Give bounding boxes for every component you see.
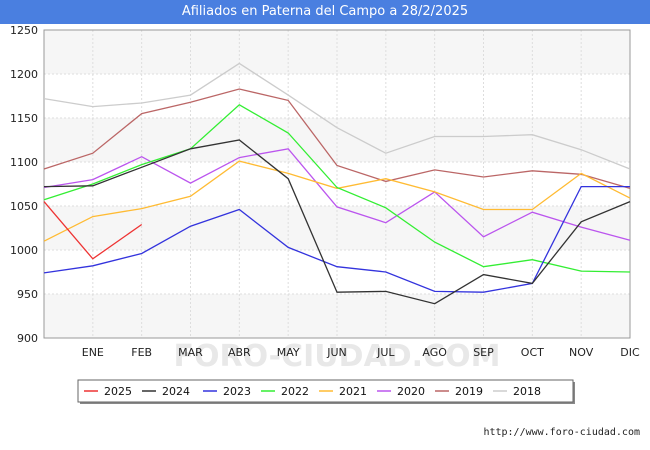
x-tick-label: MAR: [178, 346, 203, 359]
series-line-2019: [43, 88, 631, 190]
series-line-2025: [43, 201, 143, 260]
x-tick-label: DIC: [620, 346, 640, 359]
x-tick-label: ABR: [228, 346, 251, 359]
legend-label-2019: 2019: [455, 385, 483, 398]
axes: 900 950 1000 1050 1100 1150 1200 1250 ENE FEB MAR A…: [10, 24, 640, 359]
series-line-2020: [43, 148, 631, 241]
series-line-2024: [43, 139, 631, 305]
x-tick-label: MAY: [277, 346, 300, 359]
x-tick-label: OCT: [521, 346, 544, 359]
legend-label-2018: 2018: [513, 385, 541, 398]
series-line-2021: [43, 160, 631, 242]
legend: 2025 2024 2023 2022 2021 2020 2019 2018: [77, 379, 575, 404]
y-tick-label: 1200: [10, 68, 38, 81]
x-tick-label: JUN: [326, 346, 347, 359]
y-tick-label: 900: [17, 332, 38, 345]
legend-label-2020: 2020: [397, 385, 425, 398]
y-tick-label: 1100: [10, 156, 38, 169]
x-tick-label: AGO: [422, 346, 447, 359]
plot-border: [43, 29, 631, 339]
y-tick-label: 1150: [10, 112, 38, 125]
legend-label-2025: 2025: [104, 385, 132, 398]
y-tick-label: 1250: [10, 24, 38, 37]
x-tick-label: NOV: [569, 346, 594, 359]
footer-url[interactable]: http://www.foro-ciudad.com: [483, 427, 640, 438]
series-line-2022: [43, 104, 631, 273]
legend-label-2024: 2024: [162, 385, 190, 398]
y-tick-label: 950: [17, 288, 38, 301]
x-tick-label: SEP: [473, 346, 494, 359]
x-tick-label: JUL: [376, 346, 395, 359]
series-lines: [43, 62, 631, 305]
watermark: FORO-CIUDAD.COM: [174, 339, 501, 374]
x-tick-label: ENE: [82, 346, 104, 359]
legend-label-2022: 2022: [281, 385, 309, 398]
x-tick-label: FEB: [131, 346, 152, 359]
chart-title: Afiliados en Paterna del Campo a 28/2/20…: [0, 0, 650, 24]
series-line-2018: [43, 62, 631, 170]
y-tick-label: 1000: [10, 244, 38, 257]
legend-label-2023: 2023: [223, 385, 251, 398]
legend-label-2021: 2021: [339, 385, 367, 398]
y-tick-label: 1050: [10, 200, 38, 213]
